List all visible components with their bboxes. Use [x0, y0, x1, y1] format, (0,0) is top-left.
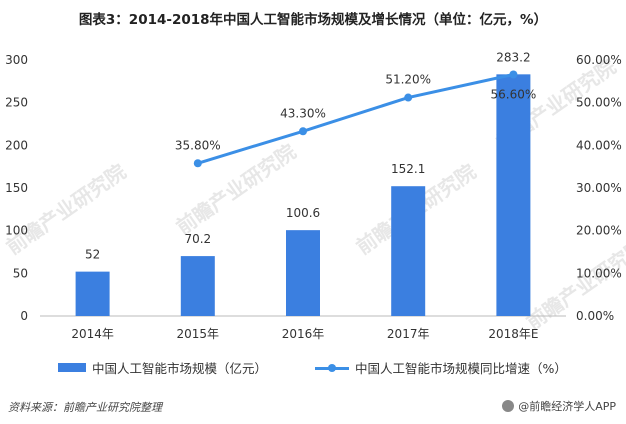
brand-attribution: @前瞻经济学人APP [502, 398, 616, 414]
y-right-tick-label: 20.00% [576, 224, 622, 238]
y-right-tick-label: 0.00% [576, 309, 614, 323]
legend-bar-swatch [58, 363, 86, 372]
chart-title: 图表3：2014-2018年中国人工智能市场规模及增长情况（单位：亿元，%） [78, 12, 548, 28]
y-right-tick-label: 40.00% [576, 138, 622, 152]
bar-value-label: 152.1 [391, 162, 425, 176]
y-right-tick-label: 50.00% [576, 96, 622, 110]
bar [391, 186, 426, 316]
x-tick-label: 2018年E [488, 327, 538, 341]
legend-item-bar: 中国人工智能市场规模（亿元） [58, 358, 267, 377]
y-left-tick-label: 200 [5, 138, 28, 152]
growth-value-label: 35.80% [175, 138, 221, 152]
y-right-tick-label: 60.00% [576, 53, 622, 67]
bar-value-label: 100.6 [286, 206, 320, 220]
y-left-tick-label: 150 [5, 181, 28, 195]
y-right-tick-label: 30.00% [576, 181, 622, 195]
growth-value-label: 51.20% [385, 73, 431, 87]
source-note: 资料来源：前瞻产业研究院整理 [8, 401, 162, 414]
legend-line-swatch [315, 363, 349, 373]
y-left-tick-label: 100 [5, 224, 28, 238]
y-left-tick-label: 300 [5, 53, 28, 67]
legend-line-label: 中国人工智能市场规模同比增速（%） [355, 361, 567, 376]
growth-point [404, 93, 413, 102]
bar [286, 230, 320, 316]
legend-bar-label: 中国人工智能市场规模（亿元） [92, 361, 268, 376]
growth-value-label: 56.60% [491, 88, 537, 102]
growth-value-label: 43.30% [280, 106, 326, 120]
data-labels: 52 70.2 100.6 152.1 283.2 35.80% 43.30% 51.20% 5… [85, 50, 536, 261]
y-left-tick-label: 250 [5, 96, 28, 110]
growth-point [299, 127, 307, 136]
growth-line [197, 73, 514, 165]
y-right-tick-label: 10.00% [576, 266, 622, 280]
bar [180, 256, 215, 316]
bar-value-label: 283.2 [496, 50, 530, 64]
y-left-tick-label: 50 [13, 266, 28, 280]
y-left-tick-label: 0 [20, 309, 28, 323]
x-tick-label: 2016年 [282, 327, 325, 341]
bar [496, 74, 531, 316]
growth-point [509, 70, 518, 79]
brand-text: @前瞻经济学人APP [518, 400, 616, 413]
legend-item-line: 中国人工智能市场规模同比增速（%） [315, 358, 567, 377]
legend: 中国人工智能市场规模（亿元） 中国人工智能市场规模同比增速（%） [50, 358, 610, 380]
x-tick-label: 2014年 [71, 327, 114, 341]
brand-logo-icon [502, 400, 515, 412]
x-tick-label: 2017年 [387, 327, 430, 341]
x-tick-label: 2015年 [177, 327, 220, 341]
watermark-text: 前瞻产业研究院 [2, 159, 130, 259]
bar [75, 271, 110, 316]
growth-point [193, 159, 202, 168]
watermark-text: 前瞻产业研究院 [172, 139, 300, 239]
bar-value-label: 70.2 [184, 232, 211, 246]
bar-value-label: 52 [85, 248, 100, 262]
bar-series [75, 74, 531, 316]
axes: 0 50 100 150 200 250 300 0.00% 10.00% 20.00% 30.00… [5, 53, 622, 341]
line-series [193, 70, 518, 168]
